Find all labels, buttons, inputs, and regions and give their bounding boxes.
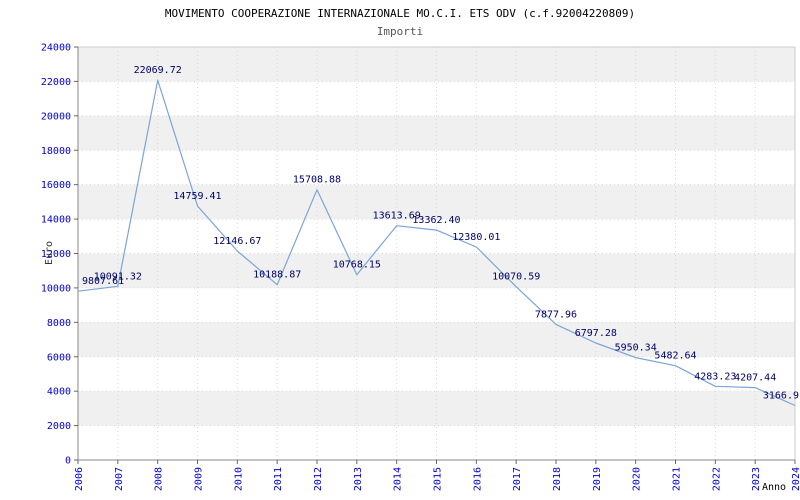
value-label: 4283.23 bbox=[694, 371, 736, 382]
value-label: 5482.64 bbox=[654, 351, 696, 362]
y-tick-label: 4000 bbox=[47, 387, 71, 398]
value-label: 14759.41 bbox=[173, 191, 221, 202]
y-tick-label: 6000 bbox=[47, 352, 71, 363]
plot-band bbox=[78, 253, 795, 288]
y-tick-label: 20000 bbox=[41, 111, 71, 122]
x-tick-label: 2017 bbox=[512, 467, 523, 491]
value-label: 7877.96 bbox=[535, 309, 577, 320]
value-label: 10091.32 bbox=[94, 271, 142, 282]
y-tick-label: 0 bbox=[65, 456, 71, 467]
x-tick-label: 2012 bbox=[313, 467, 324, 491]
y-tick-label: 16000 bbox=[41, 180, 71, 191]
value-label: 10188.87 bbox=[253, 270, 301, 281]
x-tick-label: 2013 bbox=[353, 467, 364, 491]
series-line bbox=[77, 79, 796, 407]
x-tick-label: 2016 bbox=[472, 467, 483, 491]
x-tick-label: 2023 bbox=[751, 467, 762, 491]
value-label: 10768.15 bbox=[333, 260, 381, 271]
x-tick-label: 2020 bbox=[632, 467, 643, 491]
x-tick-label: 2009 bbox=[194, 467, 205, 491]
y-tick-label: 14000 bbox=[41, 215, 71, 226]
y-tick-label: 8000 bbox=[47, 318, 71, 329]
plot-band bbox=[78, 184, 795, 220]
chart-subtitle: Importi bbox=[377, 25, 423, 38]
value-label: 9807.61 bbox=[82, 276, 124, 287]
value-label: 13362.40 bbox=[412, 215, 460, 226]
x-tick-label: 2008 bbox=[154, 467, 165, 491]
x-tick-label: 2007 bbox=[114, 467, 125, 491]
value-label: 22069.72 bbox=[134, 65, 182, 76]
x-tick-label: 2006 bbox=[74, 467, 85, 491]
value-label: 13613.69 bbox=[373, 211, 421, 222]
y-tick-label: 24000 bbox=[41, 43, 71, 54]
x-tick-label: 2015 bbox=[433, 467, 444, 491]
value-label: 6797.28 bbox=[575, 328, 617, 339]
x-tick-label: 2024 bbox=[791, 467, 800, 491]
chart-title: MOVIMENTO COOPERAZIONE INTERNAZIONALE MO… bbox=[165, 7, 635, 20]
y-tick-label: 22000 bbox=[41, 77, 71, 88]
value-label: 12146.67 bbox=[213, 236, 261, 247]
x-tick-label: 2010 bbox=[233, 467, 244, 491]
value-label: 3166.9 bbox=[763, 391, 799, 402]
y-tick-label: 10000 bbox=[41, 283, 71, 294]
value-label: 5950.34 bbox=[615, 343, 657, 354]
y-tick-label: 12000 bbox=[41, 249, 71, 260]
y-axis-title: Euro bbox=[44, 241, 55, 265]
value-label: 15708.88 bbox=[293, 175, 341, 186]
plot-band bbox=[78, 115, 795, 151]
x-tick-label: 2011 bbox=[273, 467, 284, 491]
x-tick-label: 2019 bbox=[592, 467, 603, 491]
x-tick-label: 2021 bbox=[672, 467, 683, 491]
x-tick-label: 2022 bbox=[711, 467, 722, 491]
y-tick-label: 18000 bbox=[41, 146, 71, 157]
value-label: 10070.59 bbox=[492, 272, 540, 283]
y-tick-label: 2000 bbox=[47, 421, 71, 432]
plot-band bbox=[78, 47, 795, 82]
value-label: 12380.01 bbox=[452, 232, 500, 243]
x-axis-title: Anno bbox=[762, 482, 786, 493]
x-tick-label: 2018 bbox=[552, 467, 563, 491]
x-tick-label: 2014 bbox=[393, 467, 404, 491]
value-label: 4207.44 bbox=[734, 373, 776, 384]
plot-band bbox=[78, 391, 795, 426]
